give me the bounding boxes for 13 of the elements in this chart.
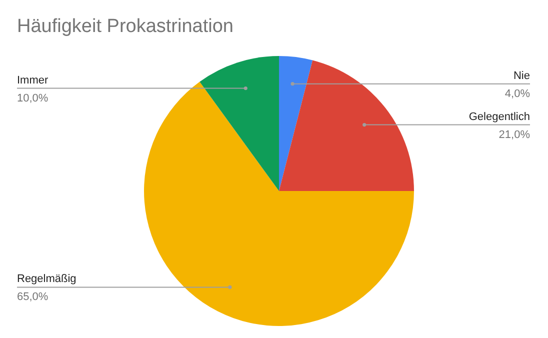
pie-slice bbox=[200, 56, 279, 191]
pie-slice bbox=[279, 56, 313, 191]
pie-slice bbox=[144, 82, 414, 326]
pie-slice bbox=[279, 60, 414, 191]
data-label: 65,0% bbox=[17, 291, 48, 304]
slice-label: Nie bbox=[513, 70, 530, 82]
slice-label: Gelegentlich bbox=[468, 110, 530, 123]
data-label: 21,0% bbox=[498, 128, 530, 141]
slice-label: Immer bbox=[17, 74, 48, 86]
data-label: 4,0% bbox=[504, 88, 530, 100]
chart-title: Häufigkeit Prokastrination bbox=[17, 16, 234, 38]
slice-label: Regelmäßig bbox=[17, 273, 76, 286]
data-label: 10,0% bbox=[17, 92, 48, 104]
